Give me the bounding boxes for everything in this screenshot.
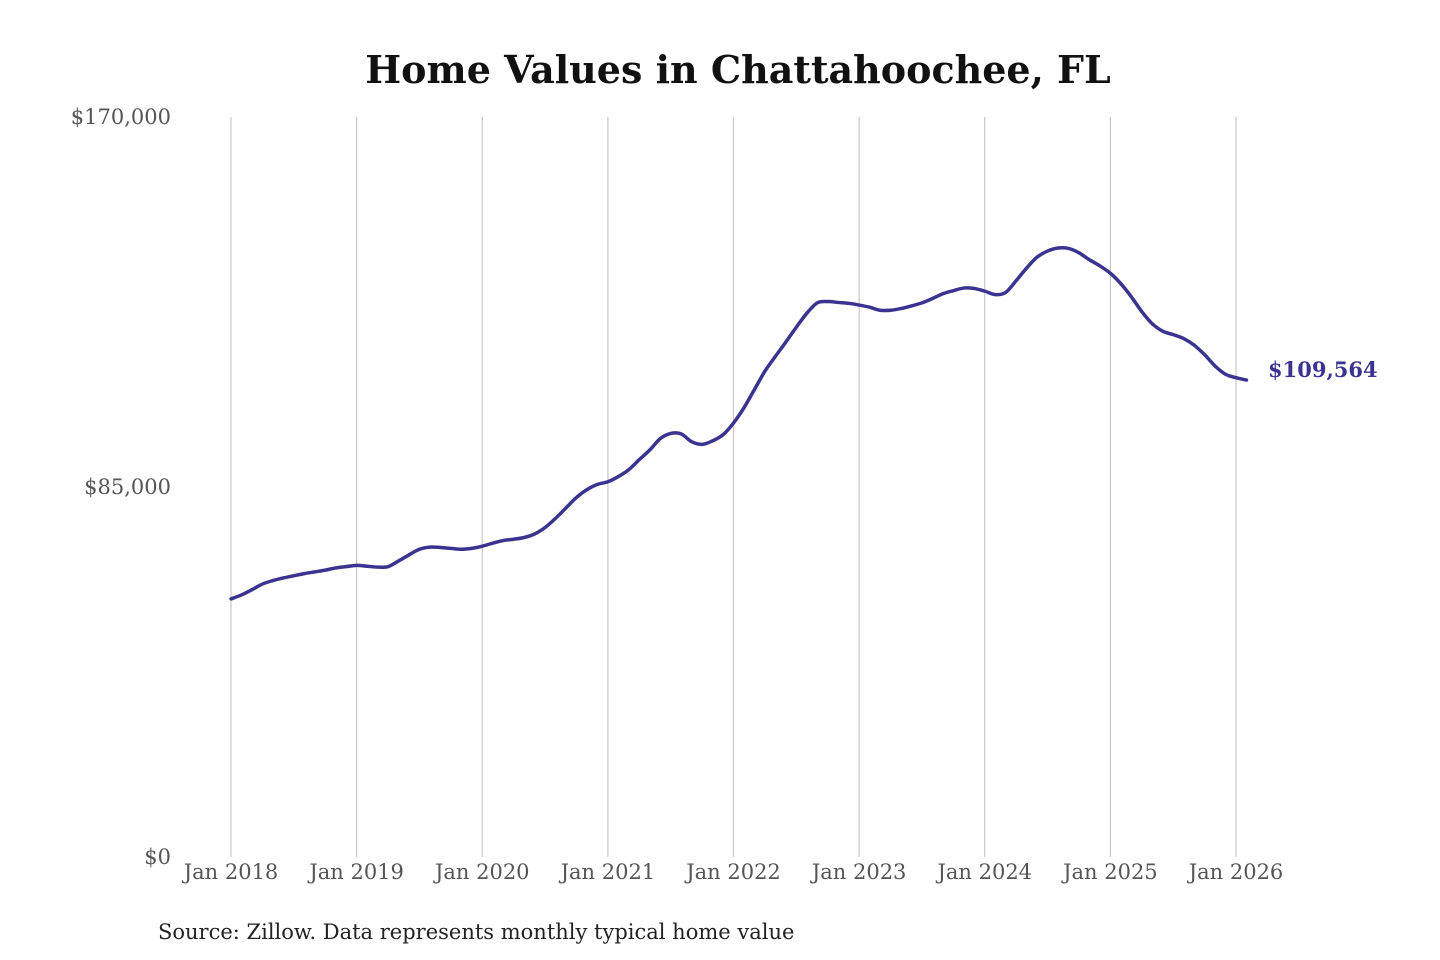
x-tick-label-3: Jan 2021 xyxy=(559,860,656,884)
y-axis-ticks: $0 $85,000 $170,000 xyxy=(71,105,171,869)
x-tick-label-7: Jan 2025 xyxy=(1061,860,1158,884)
x-tick-label-5: Jan 2023 xyxy=(810,860,907,884)
series-line-0 xyxy=(229,246,1249,601)
x-tick-label-1: Jan 2019 xyxy=(307,860,404,884)
y-tick-label-1: $85,000 xyxy=(84,475,171,499)
x-tick-label-6: Jan 2024 xyxy=(935,860,1032,884)
source-note: Source: Zillow. Data represents monthly … xyxy=(158,920,794,944)
chart-title: Home Values in Chattahoochee, FL xyxy=(365,47,1110,92)
x-axis-ticks: Jan 2018 Jan 2019 Jan 2020 Jan 2021 Jan 2022… xyxy=(182,860,1284,884)
gridlines xyxy=(230,117,1237,857)
y-tick-label-2: $170,000 xyxy=(71,105,171,129)
series xyxy=(229,246,1249,601)
x-tick-label-8: Jan 2026 xyxy=(1187,860,1284,884)
x-tick-label-0: Jan 2018 xyxy=(182,860,279,884)
end-value-label: $109,564 xyxy=(1268,357,1378,382)
x-tick-label-2: Jan 2020 xyxy=(433,860,530,884)
x-tick-label-4: Jan 2022 xyxy=(684,860,781,884)
y-tick-label-0: $0 xyxy=(144,845,171,869)
